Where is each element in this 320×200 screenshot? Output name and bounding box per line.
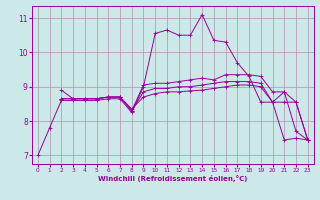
X-axis label: Windchill (Refroidissement éolien,°C): Windchill (Refroidissement éolien,°C) [98, 175, 247, 182]
